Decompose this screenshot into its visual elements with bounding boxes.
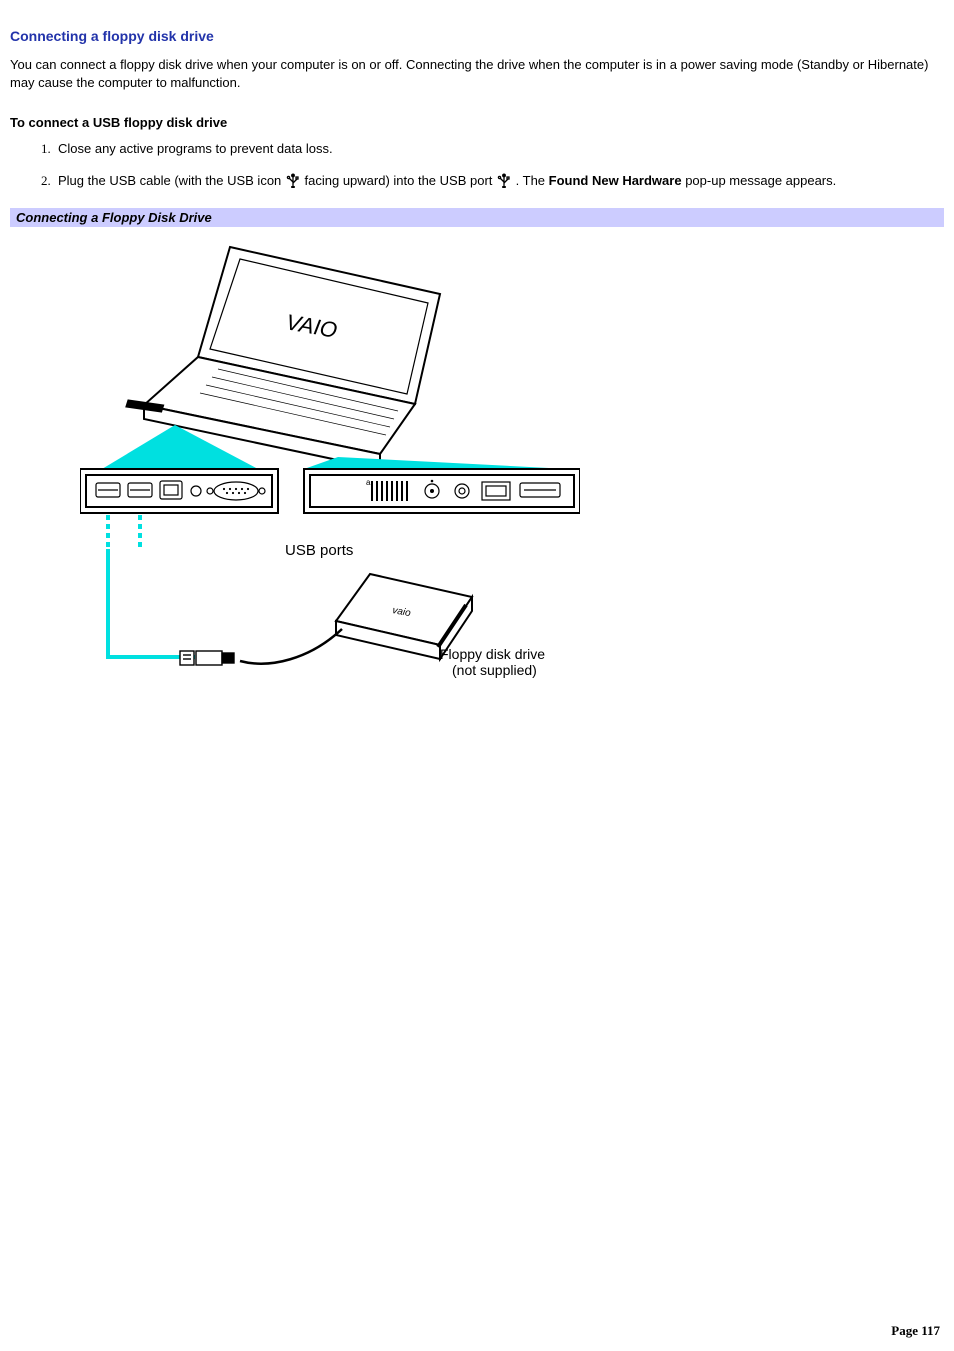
instruction-step-2: Plug the USB cable (with the USB icon fa…: [54, 172, 944, 190]
step-2-bold: Found New Hardware: [549, 173, 682, 188]
step-2-text-a: Plug the USB cable (with the USB icon: [58, 173, 285, 188]
instruction-step-1: Close any active programs to prevent dat…: [54, 140, 944, 158]
intro-paragraph: You can connect a floppy disk drive when…: [10, 56, 944, 91]
svg-text:a: a: [366, 478, 371, 487]
step-2-text-d: pop-up message appears.: [685, 173, 836, 188]
figure-container: VAIO: [10, 229, 944, 689]
step-2-text-b: facing upward) into the USB port: [305, 173, 497, 188]
figure-caption: Connecting a Floppy Disk Drive: [10, 208, 944, 227]
page-number: Page 117: [891, 1323, 940, 1339]
page-heading: Connecting a floppy disk drive: [10, 28, 944, 44]
subheading: To connect a USB floppy disk drive: [10, 115, 944, 130]
figure-diagram: VAIO: [80, 229, 580, 689]
usb-icon: [285, 173, 301, 189]
svg-text:USB ports: USB ports: [285, 542, 353, 559]
usb-icon: [496, 173, 512, 189]
instruction-list: Close any active programs to prevent dat…: [10, 140, 944, 190]
svg-text:Floppy disk drive: Floppy disk drive: [440, 646, 545, 662]
svg-text:(not supplied): (not supplied): [452, 662, 537, 678]
step-2-text-c: . The: [516, 173, 549, 188]
